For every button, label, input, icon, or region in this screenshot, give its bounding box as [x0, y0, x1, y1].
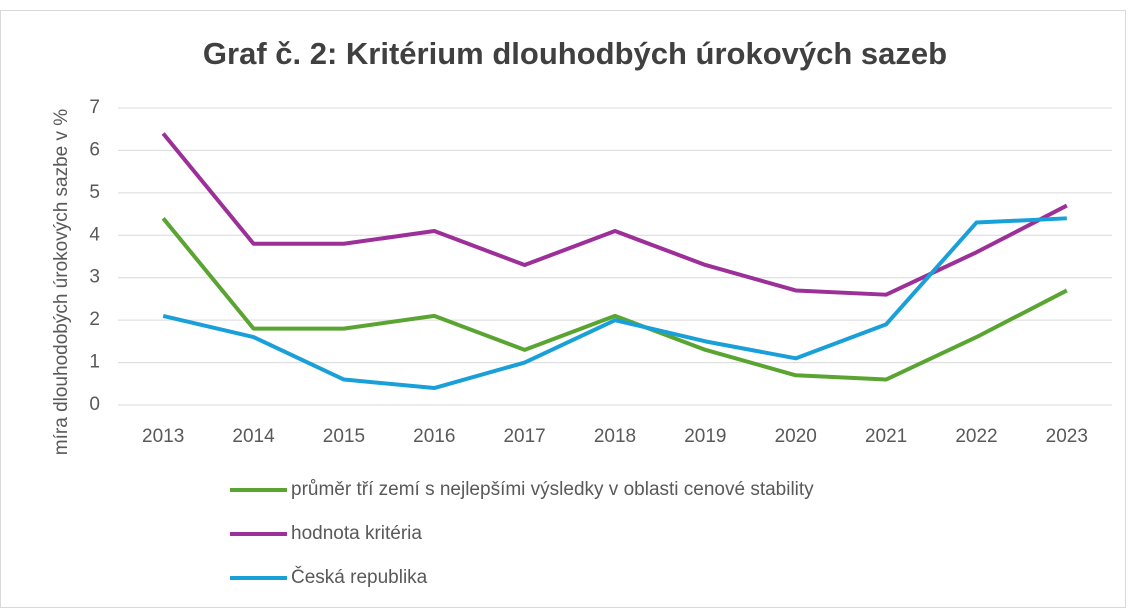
- legend-label: průměr tří zemí s nejlepšími výsledky v …: [291, 479, 814, 500]
- y-tick-label: 2: [89, 309, 100, 330]
- y-tick-label: 4: [89, 224, 100, 245]
- series-line: [162, 216, 1067, 391]
- y-tick-label: 5: [89, 182, 100, 203]
- x-tick-label: 2023: [1046, 426, 1088, 447]
- x-tick-label: 2018: [594, 426, 636, 447]
- x-tick-label: 2019: [684, 426, 726, 447]
- x-tick-label: 2021: [865, 426, 907, 447]
- x-tick-label: 2015: [323, 426, 365, 447]
- x-tick-label: 2020: [775, 426, 817, 447]
- x-tick-label: 2017: [503, 426, 545, 447]
- series-line: [161, 217, 1068, 382]
- legend-label: Česká republika: [291, 566, 428, 588]
- y-tick-label: 7: [89, 97, 100, 118]
- y-tick-label: 3: [89, 267, 100, 288]
- chart-frame: [0, 10, 1126, 608]
- x-tick-label: 2013: [142, 426, 184, 447]
- y-tick-label: 6: [89, 139, 100, 160]
- legend-label: hodnota kritéria: [291, 523, 422, 544]
- chart-title: Graf č. 2: Kritérium dlouhodbých úrokový…: [203, 36, 947, 71]
- series-line: [161, 132, 1068, 297]
- x-tick-label: 2016: [413, 426, 455, 447]
- y-tick-label: 0: [89, 394, 100, 415]
- x-tick-label: 2014: [232, 426, 275, 447]
- x-tick-label: 2022: [955, 426, 997, 447]
- y-tick-label: 1: [89, 352, 100, 373]
- y-axis-label: míra dlouhodobých úrokových sazbe v %: [51, 109, 72, 456]
